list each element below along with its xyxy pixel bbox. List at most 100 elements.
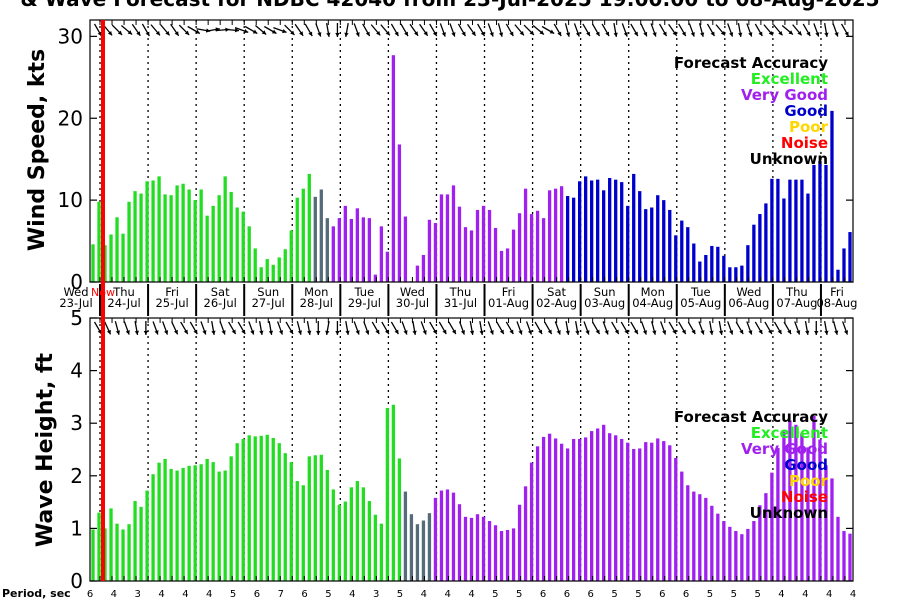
wind-speed-bar <box>499 250 504 282</box>
day-date: 05-Aug <box>680 296 721 310</box>
wave-height-bar <box>493 525 498 581</box>
period-values: 6 4 3 4 4 4 5 6 7 6 5 4 3 5 4 4 4 5 5 6 6 6 5 5 6 6 5 5 5 4 4 4 4 <box>87 589 856 600</box>
day-date: 07-Aug <box>776 296 817 310</box>
direction-arrow <box>709 320 714 336</box>
day-date: 24-Jul <box>107 296 140 310</box>
period-value: 4 <box>850 589 856 600</box>
legend-entry: Noise <box>781 134 828 152</box>
wave-height-bar <box>133 501 137 581</box>
day-date: 26-Jul <box>204 296 237 310</box>
legend-entry: Poor <box>789 472 829 490</box>
wind-speed-bar <box>680 220 684 282</box>
wind-speed-bar <box>650 207 654 282</box>
wave-height-bar <box>596 428 600 581</box>
wind-axes: 0 10 20 30 <box>58 19 854 294</box>
y-tick-label: 30 <box>58 24 83 48</box>
direction-arrow <box>813 23 820 37</box>
wind-speed-bar <box>481 205 486 282</box>
direction-arrow <box>591 23 601 37</box>
wind-speed-bar <box>848 232 852 282</box>
period-value: 6 <box>588 589 594 600</box>
direction-arrow <box>487 321 494 335</box>
period-value: 4 <box>802 589 808 600</box>
direction-arrow <box>457 23 466 37</box>
direction-arrow <box>123 321 130 335</box>
wave-height-bar <box>175 470 179 581</box>
wind-speed-bar <box>469 230 474 282</box>
wind-speed-bar <box>770 178 774 282</box>
wave-height-bar <box>139 506 143 581</box>
direction-arrow <box>532 25 545 35</box>
wave-height-bar <box>463 516 468 581</box>
wave-height-bar <box>427 513 432 581</box>
direction-arrow <box>505 321 514 335</box>
day-of-week: Fri <box>830 285 844 299</box>
direction-arrow <box>400 23 409 37</box>
wave-axes: 0 1 2 3 4 5 <box>70 306 854 593</box>
wind-speed-bar <box>734 267 738 282</box>
day-of-week: Sat <box>211 285 230 299</box>
wind-speed-bar <box>439 194 444 282</box>
direction-arrow <box>658 23 668 37</box>
direction-arrow <box>640 321 647 335</box>
direction-arrow <box>718 320 724 336</box>
wind-speed-bar <box>277 257 281 282</box>
wind-speed-bar <box>187 189 191 282</box>
direction-arrow <box>143 321 149 335</box>
wind-speed-bar <box>487 209 492 282</box>
direction-arrow <box>698 23 705 37</box>
wave-height-bar <box>451 492 456 581</box>
wind-speed-bar <box>638 191 642 282</box>
wave-height-bar <box>391 404 396 581</box>
direction-arrow <box>228 321 237 335</box>
direction-arrow <box>487 23 494 37</box>
wind-speed-bar <box>181 183 185 282</box>
direction-arrow <box>772 24 783 36</box>
wind-speed-bar <box>602 190 606 282</box>
direction-arrow <box>553 23 562 37</box>
direction-arrow <box>477 23 486 37</box>
direction-arrow <box>390 23 399 37</box>
day-date: 27-Jul <box>252 296 285 310</box>
wind-speed-bar <box>361 217 366 282</box>
wind-speed-bar <box>632 173 636 282</box>
period-value: 5 <box>325 589 331 600</box>
direction-arrow <box>706 23 715 37</box>
direction-arrow <box>93 321 103 335</box>
direction-arrow <box>514 24 525 36</box>
direction-arrow <box>574 320 580 336</box>
direction-arrow <box>479 320 484 336</box>
wave-height-bar <box>367 501 372 581</box>
direction-arrow <box>401 321 408 335</box>
wind-speed-bar <box>806 193 810 282</box>
wind-speed-bar <box>463 227 468 282</box>
wind-speed-bar <box>103 245 107 282</box>
direction-arrow <box>688 23 695 37</box>
direction-arrow <box>611 321 620 335</box>
wave-height-bar <box>337 504 341 581</box>
y-tick-label: 20 <box>58 106 83 130</box>
day-of-week: Thu <box>112 285 135 299</box>
direction-arrow <box>419 23 429 37</box>
wind-speed-bar <box>349 218 353 282</box>
day-of-week: Fri <box>502 285 516 299</box>
wave-height-bar <box>205 458 209 581</box>
wave-height-bar <box>229 456 233 581</box>
period-value: 4 <box>182 589 188 600</box>
wind-speed-bar <box>427 219 432 282</box>
direction-arrow <box>150 24 161 36</box>
wave-height-bar <box>728 526 732 581</box>
wave-height-bar <box>529 462 534 581</box>
direction-arrow <box>363 321 370 335</box>
direction-arrow <box>152 321 159 335</box>
wind-speed-bar <box>818 160 822 282</box>
wave-height-bar <box>559 443 564 581</box>
day-date: 23-Jul <box>59 296 92 310</box>
wave-height-bar <box>668 445 672 581</box>
wave-height-bar <box>295 481 299 581</box>
direction-arrow <box>276 321 284 335</box>
direction-arrow <box>763 24 774 36</box>
direction-arrow <box>735 321 744 335</box>
